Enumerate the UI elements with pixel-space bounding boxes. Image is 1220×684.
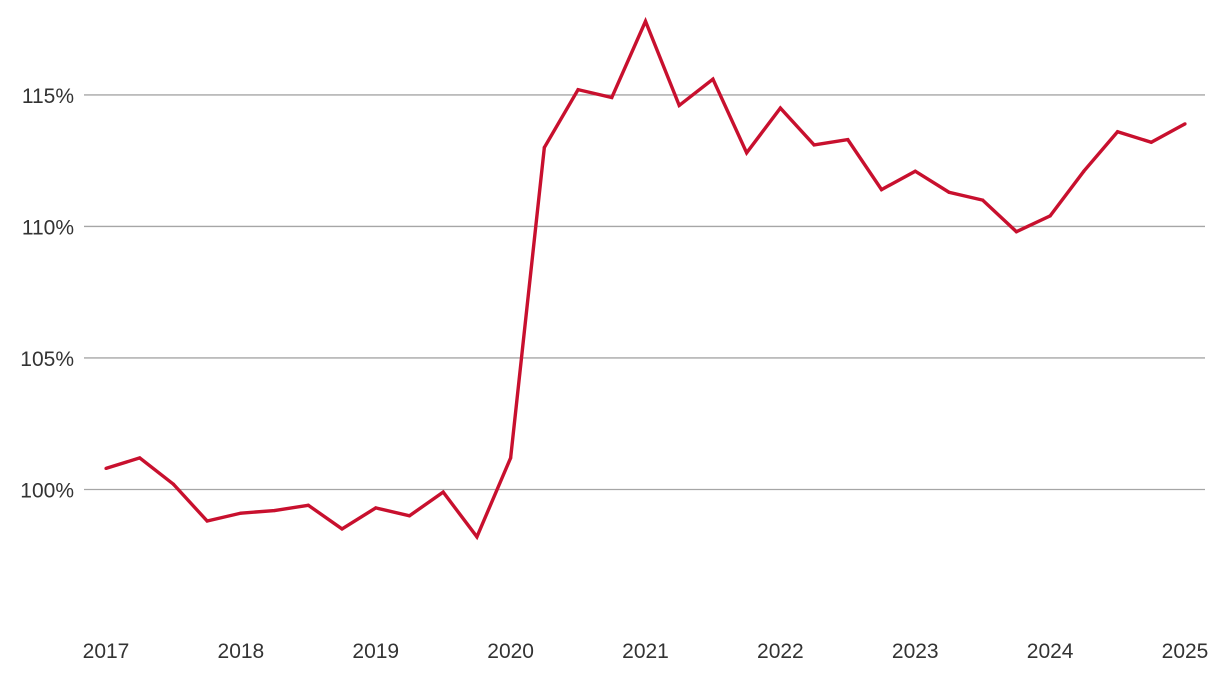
data-point [239, 511, 243, 515]
data-point [745, 151, 749, 155]
y-tick-label: 110% [22, 216, 74, 239]
data-point [441, 490, 445, 494]
data-point [643, 19, 648, 23]
data-point [475, 535, 479, 539]
data-points [104, 19, 1187, 539]
data-point [610, 95, 614, 100]
data-point [1014, 230, 1019, 234]
x-tick-label: 2022 [757, 640, 804, 663]
y-tick-label: 105% [20, 348, 74, 371]
series-line [105, 16, 1186, 541]
data-point [272, 508, 277, 513]
data-point [1149, 140, 1153, 144]
x-tick-label: 2020 [487, 640, 534, 663]
data-point [1048, 214, 1052, 218]
data-point [879, 188, 884, 192]
data-point [138, 456, 142, 460]
series-layer [105, 16, 1186, 541]
data-point [374, 506, 378, 510]
y-axis-tick-labels: 100% 105% 110% 115% [20, 85, 74, 503]
y-tick-label: 100% [20, 479, 74, 502]
data-point [1082, 169, 1086, 173]
data-point [1115, 130, 1120, 134]
data-point [171, 482, 176, 486]
data-point [778, 106, 782, 110]
x-tick-label: 2017 [83, 640, 130, 663]
data-point [306, 503, 310, 507]
x-tick-label: 2018 [218, 640, 265, 663]
data-point [407, 514, 412, 518]
data-point [104, 466, 108, 471]
data-point [509, 456, 513, 460]
x-tick-label: 2025 [1162, 640, 1209, 663]
x-tick-label: 2019 [352, 640, 399, 663]
data-point [205, 519, 209, 523]
data-point [981, 198, 985, 202]
data-point [677, 103, 681, 108]
x-axis-tick-labels: 2017 2018 2019 2020 2021 2022 2023 2024 2025 [83, 640, 1209, 663]
data-point [846, 138, 850, 142]
data-point [1183, 122, 1187, 126]
x-tick-label: 2024 [1027, 640, 1074, 663]
y-tick-label: 115% [22, 85, 74, 108]
data-point [576, 88, 580, 92]
data-point [913, 169, 917, 173]
grid [84, 94, 1205, 491]
x-tick-label: 2023 [892, 640, 939, 663]
data-point [711, 77, 715, 81]
x-tick-label: 2021 [622, 640, 669, 663]
data-point [542, 145, 546, 150]
data-point [340, 527, 344, 531]
data-point [812, 143, 816, 147]
data-point [947, 190, 951, 194]
